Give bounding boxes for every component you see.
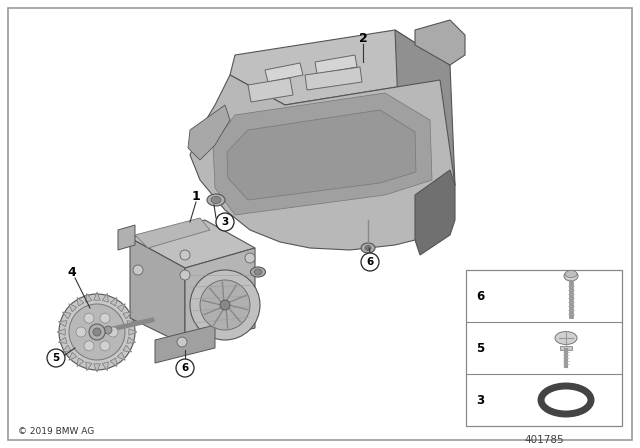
Polygon shape (130, 220, 255, 268)
Polygon shape (94, 364, 100, 372)
Circle shape (76, 327, 86, 337)
Polygon shape (86, 293, 92, 302)
Circle shape (47, 349, 65, 367)
Polygon shape (110, 358, 117, 366)
Polygon shape (190, 75, 455, 250)
Polygon shape (77, 297, 84, 306)
Polygon shape (77, 358, 84, 366)
Ellipse shape (207, 194, 225, 206)
Polygon shape (395, 30, 455, 185)
Circle shape (220, 300, 230, 310)
Polygon shape (123, 345, 132, 352)
Circle shape (89, 324, 105, 340)
Bar (466, 270, 622, 426)
Ellipse shape (565, 271, 577, 277)
Text: 5: 5 (476, 341, 484, 354)
Ellipse shape (250, 267, 266, 277)
Polygon shape (110, 297, 117, 306)
Polygon shape (58, 337, 67, 343)
Circle shape (93, 328, 101, 336)
Circle shape (200, 280, 250, 330)
Ellipse shape (211, 197, 221, 203)
Polygon shape (57, 329, 65, 335)
Text: © 2019 BMW AG: © 2019 BMW AG (18, 427, 94, 436)
Text: 1: 1 (191, 190, 200, 202)
Circle shape (84, 313, 94, 323)
Polygon shape (230, 30, 450, 105)
Ellipse shape (564, 271, 578, 281)
Polygon shape (135, 218, 210, 248)
Circle shape (69, 304, 125, 360)
Polygon shape (129, 329, 137, 335)
Circle shape (100, 313, 110, 323)
Polygon shape (127, 337, 136, 343)
Circle shape (180, 250, 190, 260)
Ellipse shape (541, 386, 591, 414)
Text: 3: 3 (221, 217, 228, 227)
Ellipse shape (555, 332, 577, 345)
Polygon shape (68, 304, 77, 312)
Polygon shape (58, 321, 67, 327)
Ellipse shape (254, 269, 262, 275)
Text: 2: 2 (358, 31, 367, 44)
Polygon shape (227, 110, 416, 200)
Polygon shape (102, 362, 108, 370)
Circle shape (245, 253, 255, 263)
Circle shape (176, 359, 194, 377)
Text: 3: 3 (476, 393, 484, 406)
Polygon shape (155, 325, 215, 363)
Polygon shape (248, 78, 293, 102)
Ellipse shape (548, 393, 584, 407)
Circle shape (180, 270, 190, 280)
Polygon shape (62, 345, 71, 352)
Text: 6: 6 (181, 363, 189, 373)
Text: 6: 6 (476, 289, 484, 302)
Bar (560, 346, 572, 350)
Circle shape (84, 341, 94, 351)
Text: 401785: 401785 (524, 435, 564, 445)
Polygon shape (117, 304, 125, 312)
Circle shape (108, 327, 118, 337)
Polygon shape (415, 20, 465, 65)
Polygon shape (188, 105, 230, 160)
Circle shape (104, 326, 112, 334)
Ellipse shape (365, 246, 371, 250)
Polygon shape (315, 55, 357, 74)
Circle shape (59, 294, 135, 370)
Text: 4: 4 (68, 266, 76, 279)
Circle shape (177, 337, 187, 347)
Polygon shape (185, 248, 255, 345)
Polygon shape (118, 225, 135, 250)
Polygon shape (86, 362, 92, 370)
Circle shape (133, 265, 143, 275)
Text: 6: 6 (366, 257, 374, 267)
Text: 5: 5 (52, 353, 60, 363)
Circle shape (100, 341, 110, 351)
Polygon shape (130, 238, 185, 345)
Polygon shape (102, 293, 108, 302)
Polygon shape (94, 292, 100, 300)
Polygon shape (62, 312, 71, 319)
Polygon shape (265, 63, 303, 82)
Polygon shape (415, 170, 455, 255)
Polygon shape (213, 93, 432, 215)
Polygon shape (68, 352, 77, 360)
Ellipse shape (361, 243, 375, 253)
Circle shape (190, 270, 260, 340)
Polygon shape (305, 67, 362, 90)
Polygon shape (127, 321, 136, 327)
Circle shape (361, 253, 379, 271)
Circle shape (216, 213, 234, 231)
Polygon shape (117, 352, 125, 360)
Polygon shape (123, 312, 132, 319)
